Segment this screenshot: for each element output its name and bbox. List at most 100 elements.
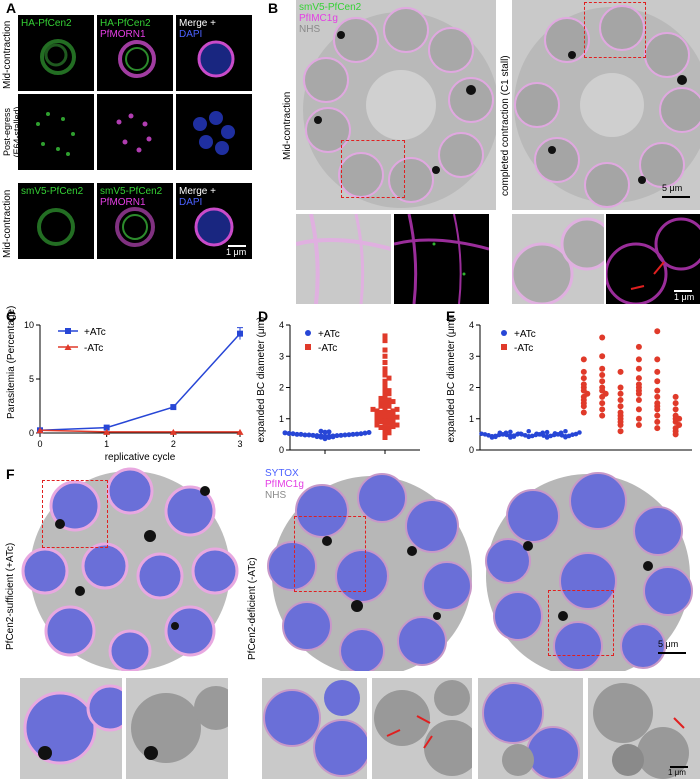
data-point: [390, 408, 396, 414]
data-point: [580, 375, 587, 382]
data-point: [654, 412, 661, 419]
legend-label: +ATc: [84, 327, 106, 338]
data-point: [170, 404, 177, 411]
y-tick-label: 0: [29, 428, 34, 438]
panel-label-d: D: [258, 308, 269, 324]
inset-b1: [296, 214, 391, 304]
legend-label: -ATc: [514, 343, 533, 354]
data-point: [548, 433, 553, 439]
data-point: [654, 425, 661, 432]
data-point: [378, 403, 384, 409]
scalebar: [670, 766, 688, 768]
channel-label: HA-PfCen2: [21, 18, 72, 29]
inset-f3: [262, 678, 367, 779]
data-point: [378, 413, 384, 419]
data-point: [573, 431, 579, 437]
data-point: [330, 433, 336, 439]
data-point: [382, 381, 388, 387]
channel-label: smV5-PfCen2: [100, 186, 163, 197]
data-point: [358, 431, 364, 437]
data-point: [672, 393, 679, 400]
data-point: [318, 433, 324, 439]
data-point: [617, 403, 624, 410]
data-point: [103, 428, 111, 435]
data-point: [36, 427, 44, 434]
scalebar-label: 1 μm: [226, 247, 247, 257]
data-point: [382, 338, 388, 344]
x-tick-label: 0: [37, 439, 42, 449]
image-b-main-right: 5 μm: [512, 0, 700, 210]
data-point: [519, 432, 525, 437]
inset-box: [341, 140, 405, 198]
data-point: [382, 385, 388, 390]
x-tick-label: 1: [104, 439, 109, 449]
y-axis-label: Parasitemia (Percentage): [6, 306, 17, 419]
data-point: [635, 343, 642, 350]
data-point: [354, 431, 360, 437]
chart-d: 0 1 2 3 4 expanded BC diameter (μm) +ATc -ATc: [256, 317, 420, 455]
data-point: [526, 433, 532, 439]
data-point: [342, 432, 348, 438]
scalebar: [228, 245, 246, 247]
data-point: [382, 333, 388, 339]
y-tick-label: 4: [279, 320, 284, 330]
channel-label: PfMORN1: [100, 197, 146, 208]
y-axis-label: expanded BC diameter (μm): [256, 317, 267, 443]
image-a-r3-c2: smV5-PfCen2 PfMORN1: [97, 183, 173, 259]
data-point: [577, 430, 582, 435]
x-axis-label: replicative cycle: [105, 452, 176, 463]
data-point: [326, 429, 332, 435]
data-point: [382, 431, 388, 437]
data-point: [378, 410, 384, 415]
panel-label-b: B: [268, 0, 279, 16]
data-point: [511, 433, 517, 438]
data-point: [529, 433, 535, 439]
data-point: [382, 425, 388, 431]
inset-f6: 1 μm: [588, 678, 700, 779]
data-point: [537, 432, 543, 437]
data-point: [390, 411, 396, 417]
legend-label: +ATc: [318, 329, 340, 340]
legend-channel: NHS: [265, 490, 287, 501]
inset-box: [294, 516, 366, 592]
data-point: [489, 433, 495, 439]
data-point: [294, 431, 300, 437]
data-point: [298, 431, 304, 437]
data-point: [382, 353, 388, 359]
data-point: [378, 416, 384, 422]
legend-label: -ATc: [84, 343, 103, 354]
data-point: [390, 416, 396, 422]
data-point: [515, 431, 521, 437]
row-label-a2: Post-egress (E64-stalled): [2, 106, 22, 158]
data-point: [318, 428, 324, 434]
data-point: [366, 430, 372, 435]
data-point: [390, 399, 396, 405]
y-tick-label: 5: [29, 374, 34, 384]
side-label-b-left: Mid-contraction: [282, 91, 293, 160]
data-point: [599, 378, 606, 385]
data-point: [382, 366, 388, 372]
data-point: [394, 406, 400, 412]
y-tick-label: 2: [469, 383, 474, 393]
data-point: [390, 424, 396, 430]
data-point: [282, 430, 288, 436]
legend-channel: smV5-PfCen2: [299, 2, 362, 13]
channel-label: Merge +: [179, 186, 216, 197]
data-point: [306, 432, 312, 438]
data-point: [599, 372, 606, 378]
data-point: [378, 395, 384, 401]
data-point: [566, 433, 572, 439]
scalebar-label: 5 μm: [658, 639, 679, 649]
data-point: [310, 432, 316, 438]
legend-channel: NHS: [299, 24, 321, 35]
data-point: [362, 430, 368, 436]
data-point: [382, 413, 388, 419]
inset-b2: [394, 214, 489, 304]
data-point: [334, 433, 340, 439]
y-tick-label: 4: [469, 320, 474, 330]
data-point: [508, 433, 513, 439]
image-a-r1-c3: Merge + DAPI: [176, 15, 252, 91]
data-point: [378, 425, 384, 430]
data-point: [322, 429, 328, 435]
data-point: [486, 433, 491, 438]
